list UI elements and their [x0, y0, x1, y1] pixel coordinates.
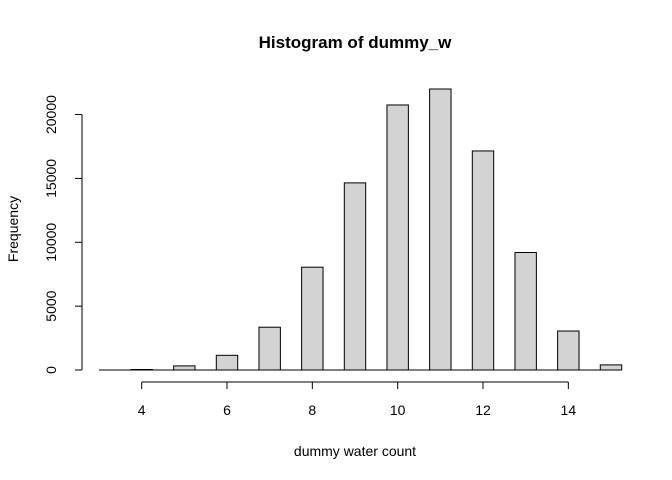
x-tick-label-10: 10: [390, 402, 406, 418]
histogram-bar-9: [343, 182, 367, 371]
y-tick-label-10000: 10000: [43, 223, 59, 262]
y-axis-label: Frequency: [5, 196, 21, 262]
histogram-bar-7: [258, 326, 281, 371]
histogram-bar-5: [173, 365, 196, 371]
y-axis: 0 5000 10000 15000 20000: [43, 95, 83, 374]
x-axis: 4 6 8 10 12 14: [138, 381, 577, 418]
histogram-bar-13: [514, 251, 537, 371]
bars-group: [99, 88, 623, 371]
histogram-bar-11: [429, 88, 452, 371]
histogram-bar-10: [386, 104, 409, 371]
y-tick-label-15000: 15000: [43, 159, 59, 198]
histogram-bar-4: [130, 369, 153, 371]
x-tick-label-14: 14: [561, 402, 577, 418]
histogram-bar-14: [557, 330, 580, 371]
x-tick-label-12: 12: [475, 402, 491, 418]
histogram-bar-12: [471, 150, 495, 371]
x-axis-label: dummy water count: [294, 443, 416, 459]
x-tick-label-8: 8: [308, 402, 316, 418]
histogram-bar-6: [215, 354, 239, 371]
x-tick-label-6: 6: [223, 402, 231, 418]
x-tick-label-4: 4: [138, 402, 146, 418]
histogram-bar-15: [599, 364, 623, 371]
y-tick-label-5000: 5000: [43, 290, 59, 321]
y-tick-label-20000: 20000: [43, 95, 59, 134]
y-tick-label-0: 0: [43, 366, 59, 374]
histogram-bar-8: [301, 266, 324, 371]
chart-title: Histogram of dummy_w: [259, 33, 452, 52]
